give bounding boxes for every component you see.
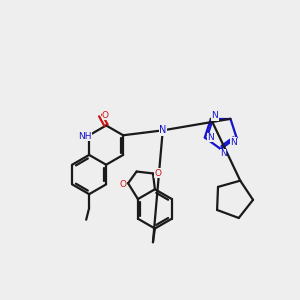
Text: N: N <box>220 149 227 158</box>
Text: N: N <box>159 125 166 135</box>
Text: NH: NH <box>79 132 92 141</box>
Text: N: N <box>212 111 218 120</box>
Text: N: N <box>207 133 214 142</box>
Text: N: N <box>230 138 237 147</box>
Text: O: O <box>120 180 127 189</box>
Text: O: O <box>102 111 109 120</box>
Text: O: O <box>154 169 161 178</box>
